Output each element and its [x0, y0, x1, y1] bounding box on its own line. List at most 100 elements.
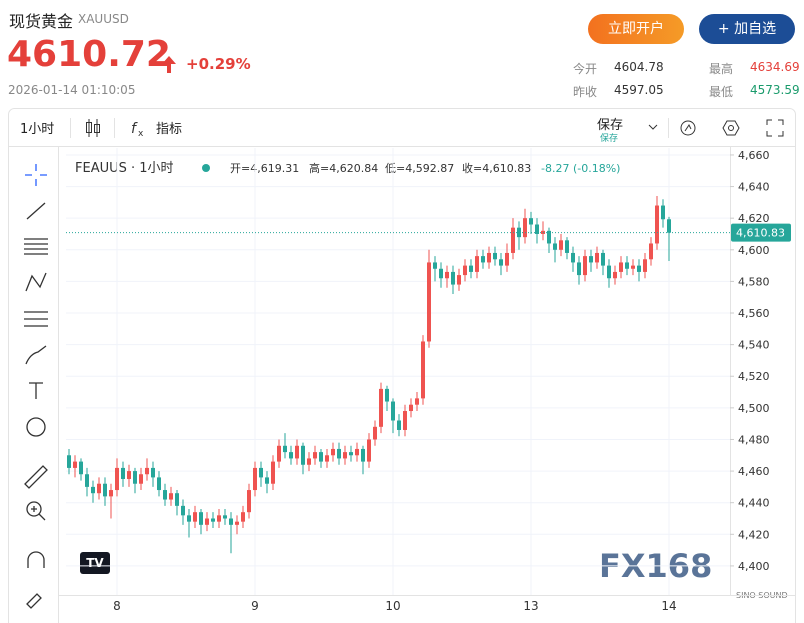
candle-body: [403, 411, 407, 430]
candle-body: [139, 474, 143, 484]
candle-body: [457, 275, 461, 285]
candle-body: [283, 445, 287, 453]
candle-body: [469, 265, 473, 272]
stat-value: 4573.59: [750, 83, 800, 97]
candle-body: [175, 493, 179, 506]
candle-body: [511, 227, 515, 253]
brush-tool[interactable]: [25, 345, 47, 365]
legend-low: 低=4,592.87: [385, 162, 454, 175]
text-tool[interactable]: [29, 382, 43, 399]
candle-body: [445, 271, 449, 279]
candle-body: [427, 262, 431, 342]
emoji-tool[interactable]: [26, 417, 46, 437]
candle-body: [487, 252, 491, 263]
projection-tool[interactable]: [24, 311, 48, 327]
trend-tool[interactable]: [26, 202, 46, 220]
candle-body: [505, 252, 509, 266]
candle-body: [463, 265, 467, 276]
candle-body: [547, 230, 551, 244]
candle-icon[interactable]: [86, 119, 100, 137]
stat-label: 最高: [709, 62, 734, 76]
fullscreen-icon[interactable]: [766, 119, 784, 137]
candle-body: [217, 515, 221, 522]
candle-body: [265, 477, 269, 484]
indicators-button[interactable]: 指标: [156, 122, 182, 137]
candle-body: [397, 420, 401, 430]
candle-body: [337, 448, 341, 459]
magnet-tool[interactable]: [27, 551, 45, 568]
candle-body: [415, 398, 419, 405]
y-tick-label: 4,460: [738, 465, 770, 478]
settings-icon: [728, 125, 734, 131]
fx-icon[interactable]: x: [138, 129, 144, 139]
up-arrow: [162, 56, 176, 73]
open-account-button[interactable]: 立即开户: [588, 14, 684, 44]
candle-body: [553, 243, 557, 250]
zoom-tool[interactable]: [26, 501, 42, 517]
x-tick-label: 8: [113, 599, 121, 613]
candle-body: [205, 518, 209, 525]
fib-tool[interactable]: [24, 238, 48, 255]
y-tick-label: 4,600: [738, 244, 770, 257]
candle-body: [667, 219, 671, 233]
candle-body: [127, 471, 131, 479]
last-price-box: [731, 223, 791, 242]
candle-body: [619, 262, 623, 272]
lock-tool[interactable]: [26, 593, 42, 609]
candle-body: [391, 401, 395, 421]
dropdown-icon[interactable]: [648, 124, 658, 130]
candle-body: [319, 452, 323, 462]
measure-tool[interactable]: [24, 465, 48, 489]
y-tick-label: 4,620: [738, 212, 770, 225]
alert-icon[interactable]: [680, 120, 696, 136]
tv-logo: [80, 552, 110, 574]
candle-body: [181, 505, 185, 516]
candle-body: [277, 445, 281, 462]
stat-label: 最低: [709, 85, 734, 99]
candle-body: [565, 240, 569, 253]
candle-body: [307, 458, 311, 465]
candle-body: [325, 455, 329, 462]
save-button[interactable]: 保存: [597, 118, 623, 133]
chart-legend-symbol: FEAUUS · 1小时: [75, 161, 174, 176]
add-watch-button[interactable]: + 加自选: [699, 14, 795, 44]
stat-value: 4604.78: [614, 60, 664, 74]
candle-body: [433, 262, 437, 269]
candle-body: [79, 461, 83, 475]
candle-body: [385, 388, 389, 402]
candle-body: [85, 474, 89, 487]
y-tick-label: 4,580: [738, 275, 770, 288]
change: +0.29%: [186, 55, 251, 73]
candle-body: [481, 256, 485, 263]
settings-icon[interactable]: [722, 120, 740, 136]
candle-body: [163, 490, 167, 500]
candle-body: [409, 404, 413, 412]
candle-body: [97, 483, 101, 494]
candle-body: [379, 388, 383, 427]
pattern-tool[interactable]: [25, 272, 47, 292]
y-tick-label: 4,560: [738, 307, 770, 320]
legend-open: 开=4,619.31: [230, 162, 299, 175]
fx-icon[interactable]: f: [131, 121, 138, 137]
candle-body: [655, 205, 659, 244]
candle-body: [499, 259, 503, 266]
candle-body: [241, 512, 245, 522]
candle-body: [313, 452, 317, 459]
candle-body: [523, 218, 527, 238]
cursor-tool[interactable]: [25, 164, 47, 186]
last-price-label: 4,610.83: [736, 227, 785, 240]
status-dot: [202, 164, 210, 172]
plot: 4,400 4,420 4,440 4,460 4,480 4,500 4,520 4,540…: [66, 148, 791, 613]
candle-body: [493, 252, 497, 260]
candle-body: [637, 265, 641, 272]
stat-label: 昨收: [573, 85, 598, 99]
candle-body: [577, 262, 581, 276]
interval-button[interactable]: 1小时: [20, 122, 54, 137]
zoom-tool: [31, 506, 46, 521]
candle-body: [631, 265, 635, 269]
timestamp: 2026-01-14 01:10:05: [8, 83, 136, 97]
candle-body: [475, 256, 479, 272]
candle-body: [529, 218, 533, 225]
candle-body: [595, 252, 599, 263]
